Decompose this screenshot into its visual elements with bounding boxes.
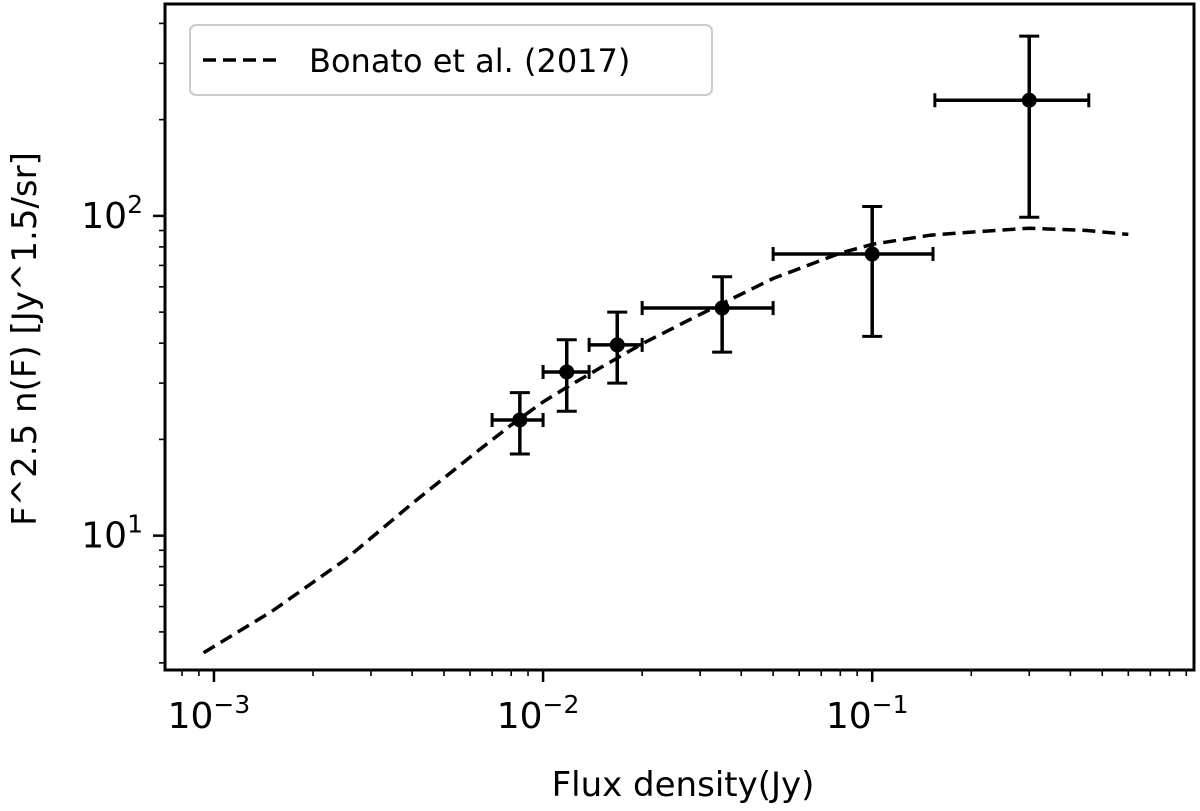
axis-ticks: 10−3 10−2 10−1 101 102	[81, 22, 1188, 737]
data-point-group	[490, 391, 545, 456]
plot-area	[202, 34, 1129, 655]
x-tick-label: 10−1	[826, 690, 909, 737]
axes-frame	[163, 2, 1196, 672]
data-point-marker	[609, 337, 625, 353]
data-point-marker	[559, 364, 575, 380]
model-curve-bonato-2017	[202, 226, 1129, 655]
y-axis-label: F^2.5 n(F) [Jy^1.5/sr]	[5, 152, 45, 526]
data-point-group	[640, 275, 775, 354]
y-tick-label: 102	[81, 190, 143, 237]
legend-box	[189, 24, 713, 96]
x-axis-label: Flux density(Jy)	[552, 765, 815, 805]
data-point-group	[933, 34, 1091, 219]
legend: Bonato et al. (2017)	[189, 24, 713, 96]
data-point-marker	[864, 246, 880, 262]
data-point-marker	[714, 300, 730, 316]
y-tick-label: 101	[81, 510, 143, 557]
legend-label: Bonato et al. (2017)	[309, 42, 630, 80]
data-point-group	[771, 205, 935, 338]
x-tick-label: 10−3	[168, 690, 251, 737]
data-point-marker	[1021, 92, 1037, 108]
data-point-marker	[512, 412, 528, 428]
data-point-group	[541, 338, 591, 413]
data-point-group	[587, 310, 644, 385]
x-tick-label: 10−2	[497, 690, 580, 737]
